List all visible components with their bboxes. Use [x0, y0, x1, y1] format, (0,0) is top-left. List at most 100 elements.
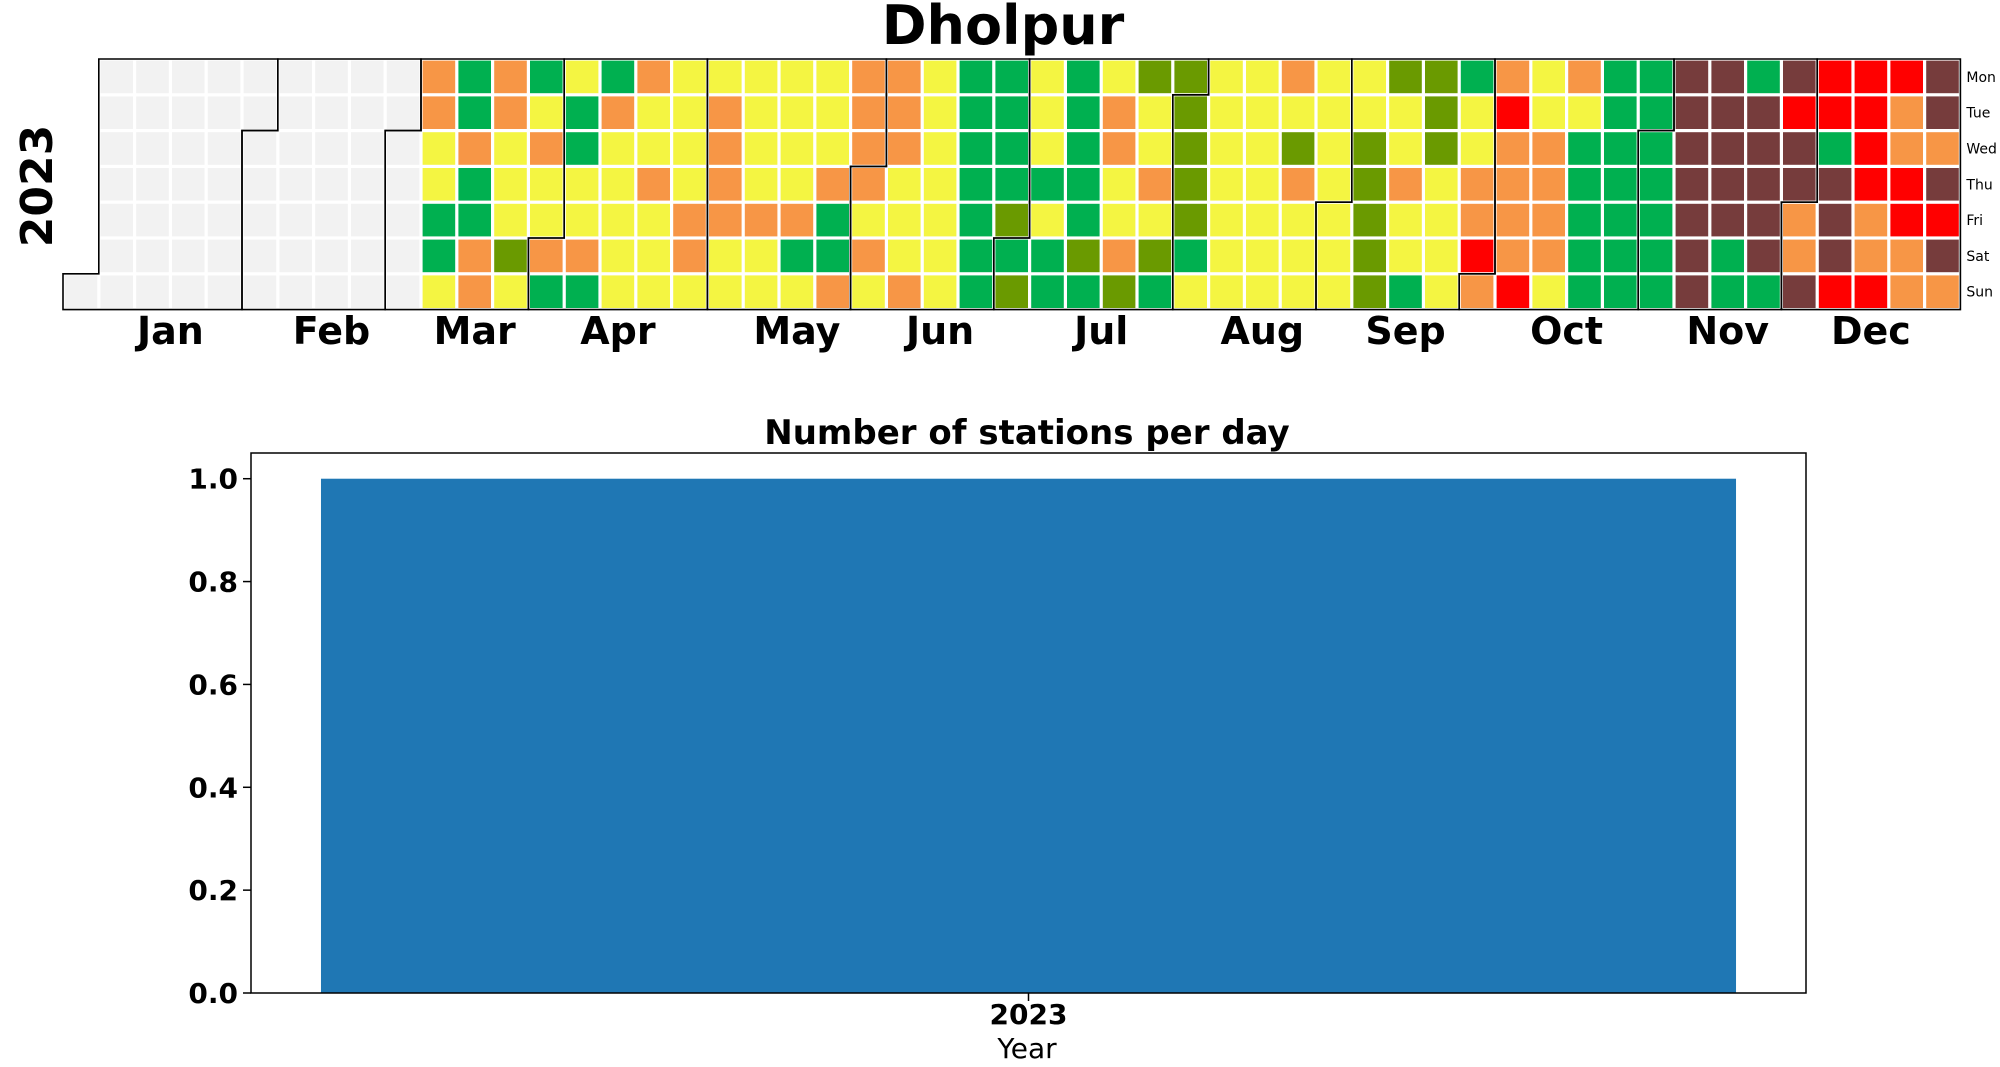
heatmap-cell — [207, 132, 241, 165]
heatmap-cell — [1711, 239, 1744, 273]
heatmap-cell — [1353, 203, 1386, 237]
heatmap-cell — [565, 168, 599, 201]
heatmap-cell — [530, 239, 563, 273]
heatmap-cell — [1460, 275, 1494, 308]
heatmap-cell — [279, 96, 312, 129]
heatmap-cell — [1102, 275, 1136, 308]
heatmap-cell — [1747, 96, 1780, 129]
heatmap-cell — [530, 275, 563, 308]
heatmap-cell — [1926, 239, 1959, 273]
heatmap-cell — [959, 96, 993, 129]
heatmap-cell — [530, 132, 563, 165]
heatmap-cell — [1496, 60, 1530, 94]
heatmap-cell — [1854, 203, 1888, 237]
heatmap-cell — [959, 203, 993, 237]
heatmap-cell — [1425, 168, 1458, 201]
heatmap-cell — [816, 203, 849, 237]
heatmap-cell — [1174, 239, 1207, 273]
heatmap-cell — [673, 203, 706, 237]
heatmap-cell — [816, 96, 849, 129]
heatmap-cell — [1389, 275, 1422, 308]
heatmap-cell — [1604, 132, 1637, 165]
weekday-labels: Mon Tue Wed Thu Fri Sat Sun — [1965, 70, 1997, 301]
heatmap-cell — [315, 275, 348, 308]
heatmap-cell — [422, 132, 456, 165]
heatmap-cell — [1783, 168, 1816, 201]
heatmap-cell — [1604, 275, 1637, 308]
heatmap-cell — [1747, 203, 1780, 237]
heatmap-cell — [1210, 168, 1243, 201]
heatmap-cell — [494, 96, 527, 129]
heatmap-cell — [1067, 60, 1100, 94]
heatmap-cell — [64, 275, 98, 308]
heatmap-cell — [1425, 132, 1458, 165]
heatmap-cell — [637, 60, 670, 94]
heatmap-cell — [1281, 168, 1315, 201]
heatmap-cell — [1031, 203, 1064, 237]
month-label: Jan — [134, 309, 204, 353]
heatmap-cell — [1174, 168, 1207, 201]
heatmap-cell — [1890, 132, 1923, 165]
heatmap-cell — [744, 96, 778, 129]
heatmap-cell — [1353, 96, 1386, 129]
heatmap-cell — [1711, 96, 1744, 129]
heatmap-cell — [1926, 96, 1959, 129]
heatmap-cell — [959, 60, 993, 94]
month-label: Sep — [1365, 309, 1445, 353]
heatmap-cell — [172, 132, 205, 165]
heatmap-cell — [1174, 203, 1207, 237]
month-label: Feb — [293, 309, 370, 353]
month-label: Apr — [580, 309, 656, 353]
heatmap-cell — [1496, 132, 1530, 165]
heatmap-cell — [1389, 60, 1422, 94]
heatmap-cell — [136, 239, 169, 273]
heatmap-cell — [1532, 132, 1565, 165]
heatmap-cell — [172, 203, 205, 237]
heatmap-cell — [1389, 203, 1422, 237]
heatmap-cell — [1425, 96, 1458, 129]
heatmap-cell — [1281, 275, 1315, 308]
heatmap-cell — [1568, 132, 1601, 165]
heatmap-cell — [816, 239, 849, 273]
heatmap-cell — [1532, 96, 1565, 129]
heatmap-cell — [1138, 275, 1172, 308]
heatmap-cell — [780, 203, 814, 237]
heatmap-cell — [637, 275, 670, 308]
heatmap-cell — [1174, 60, 1207, 94]
heatmap-cell — [888, 96, 921, 129]
heatmap-cell — [1747, 275, 1780, 308]
heatmap-cell — [673, 132, 706, 165]
heatmap-cell — [1639, 96, 1673, 129]
heatmap-cell — [243, 60, 277, 94]
heatmap-cell — [601, 60, 635, 94]
heatmap-cell — [852, 275, 885, 308]
heatmap-cell — [1031, 96, 1064, 129]
heatmap-cell — [1639, 203, 1673, 237]
heatmap-cell — [136, 132, 169, 165]
heatmap-cell — [780, 275, 814, 308]
heatmap-cell — [923, 132, 957, 165]
heatmap-cell — [100, 239, 133, 273]
heatmap-cell — [458, 275, 491, 308]
heatmap-cell — [1102, 203, 1136, 237]
heatmap-cell — [1210, 275, 1243, 308]
heatmap-cell — [1031, 60, 1064, 94]
heatmap-cell — [852, 60, 885, 94]
heatmap-cell — [565, 275, 599, 308]
heatmap-cell — [1675, 203, 1709, 237]
heatmap-cell — [1568, 96, 1601, 129]
heatmap-cell — [207, 203, 241, 237]
month-label: Oct — [1530, 309, 1603, 353]
heatmap-cell — [422, 168, 456, 201]
heatmap-cell — [1031, 275, 1064, 308]
heatmap-cell — [1639, 60, 1673, 94]
heatmap-cell — [601, 168, 635, 201]
heatmap-cell — [1926, 60, 1959, 94]
heatmap-cell — [386, 239, 420, 273]
heatmap-cell — [1353, 60, 1386, 94]
heatmap-year-label: 2023 — [12, 125, 63, 247]
calendar-heatmap: Dholpur 2023 Jan Feb Mar Apr May Jun Jul Aug Sep… — [12, 0, 1997, 353]
heatmap-cell — [673, 239, 706, 273]
heatmap-cell — [243, 168, 277, 201]
heatmap-cell — [744, 60, 778, 94]
